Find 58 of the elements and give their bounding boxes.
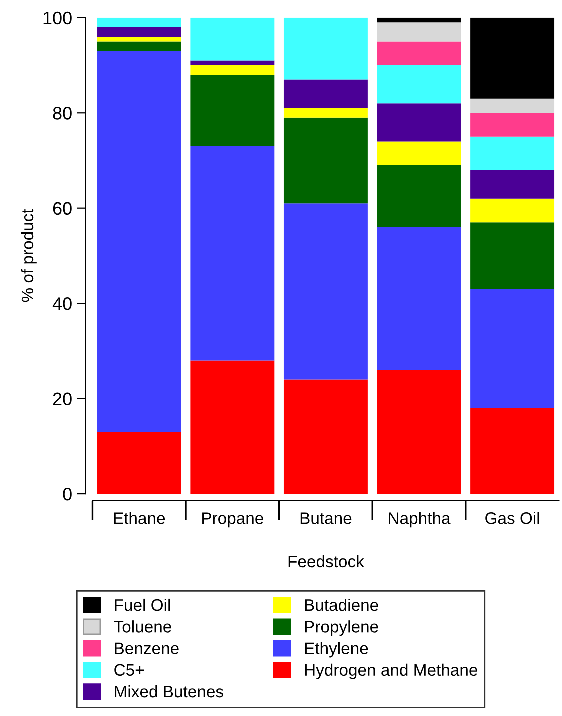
x-tick-label: Butane bbox=[300, 512, 352, 524]
x-tick-label: Naphtha bbox=[389, 512, 451, 528]
bar bbox=[377, 104, 462, 142]
legend-label: Benzene bbox=[115, 642, 179, 654]
bar bbox=[97, 51, 182, 432]
bar bbox=[284, 118, 368, 204]
bar bbox=[97, 18, 182, 28]
legend-label: Fuel Oil bbox=[115, 598, 170, 612]
bar bbox=[470, 98, 555, 114]
bar bbox=[284, 108, 368, 118]
bar bbox=[190, 60, 275, 66]
bar bbox=[190, 75, 275, 146]
bar bbox=[377, 22, 462, 42]
bar bbox=[97, 432, 182, 494]
legend-label: Ethylene bbox=[305, 642, 368, 658]
bar bbox=[377, 166, 462, 228]
bar bbox=[190, 18, 275, 61]
bar bbox=[97, 27, 182, 37]
x-tick-label: Gas Oil bbox=[486, 512, 540, 524]
bar bbox=[377, 18, 462, 23]
bar bbox=[284, 80, 368, 108]
y-axis-title: % of product bbox=[21, 209, 37, 302]
y-tick-label: 20 bbox=[53, 392, 72, 406]
y-tick-label: 0 bbox=[63, 488, 72, 501]
y-tick-label: 60 bbox=[53, 202, 72, 216]
bar bbox=[284, 18, 368, 80]
bar bbox=[470, 18, 555, 99]
bar bbox=[284, 204, 368, 380]
bar bbox=[470, 198, 555, 223]
x-tick-label: Ethane bbox=[114, 512, 166, 524]
bar bbox=[470, 113, 555, 137]
bar bbox=[377, 42, 462, 66]
bar bbox=[377, 66, 462, 104]
legend-label: Butadiene bbox=[305, 598, 378, 612]
bar bbox=[377, 142, 462, 166]
legend-label: Mixed Butenes bbox=[115, 685, 224, 698]
bar bbox=[190, 146, 275, 361]
bar bbox=[470, 408, 555, 494]
y-tick-label: 40 bbox=[52, 298, 72, 310]
bar bbox=[470, 222, 555, 290]
bar bbox=[190, 360, 275, 494]
bar bbox=[377, 227, 462, 370]
legend-label: Hydrogen and Methane bbox=[305, 664, 478, 680]
bar bbox=[377, 370, 462, 494]
legend-label: C5+ bbox=[114, 664, 144, 676]
bar bbox=[97, 36, 182, 42]
bar bbox=[190, 66, 275, 76]
bar bbox=[97, 42, 182, 52]
bar bbox=[470, 136, 555, 170]
x-tick-label: Propane bbox=[202, 512, 264, 528]
legend-label: Propylene bbox=[305, 620, 378, 636]
y-tick-label: 80 bbox=[53, 107, 72, 120]
bar bbox=[470, 289, 555, 408]
bar bbox=[284, 380, 368, 494]
legend-label: Toluene bbox=[114, 620, 172, 633]
bar bbox=[470, 170, 555, 199]
y-tick-label: 100 bbox=[44, 12, 72, 25]
x-axis-title: Feedstock bbox=[288, 555, 364, 568]
